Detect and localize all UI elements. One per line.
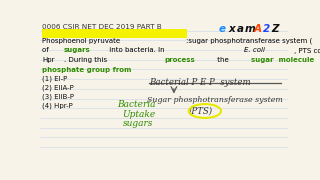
Text: Bacteria: Bacteria — [117, 100, 156, 109]
Text: :sugar phosphotransferase system (: :sugar phosphotransferase system ( — [186, 38, 313, 44]
Text: Bacterial P E P  system: Bacterial P E P system — [149, 78, 251, 87]
Text: 2: 2 — [263, 24, 270, 34]
Text: (1) EI-P: (1) EI-P — [43, 76, 68, 82]
Text: a: a — [236, 24, 244, 34]
Text: into bacteria. In: into bacteria. In — [107, 47, 167, 53]
Text: Z: Z — [271, 24, 279, 34]
Text: of: of — [43, 47, 52, 53]
Text: m: m — [245, 24, 256, 34]
Text: x: x — [228, 24, 235, 34]
Text: A: A — [253, 24, 261, 34]
Text: Sugar phosphotransferase system: Sugar phosphotransferase system — [147, 96, 283, 104]
Text: e: e — [219, 24, 226, 34]
Text: sugars: sugars — [123, 119, 154, 128]
Text: (3) EIIB-P: (3) EIIB-P — [43, 94, 75, 100]
FancyBboxPatch shape — [42, 29, 187, 38]
Text: Phosphoenol pyruvate: Phosphoenol pyruvate — [43, 38, 121, 44]
Text: . During this: . During this — [64, 57, 109, 63]
Text: Hpr: Hpr — [43, 57, 55, 63]
Text: (4) Hpr-P: (4) Hpr-P — [43, 103, 73, 109]
Text: Uptake: Uptake — [122, 110, 155, 119]
Text: the: the — [215, 57, 231, 63]
Text: (PTS): (PTS) — [189, 106, 213, 115]
Text: sugars: sugars — [64, 47, 91, 53]
Text: (2) EIIA-P: (2) EIIA-P — [43, 85, 74, 91]
Text: E. coli: E. coli — [244, 47, 265, 53]
Text: process: process — [165, 57, 196, 63]
Text: , PTS consists  of EI, EII (EIIA, EIIB, and EIIC) and: , PTS consists of EI, EII (EIIA, EIIB, a… — [294, 47, 320, 54]
Text: sugar  molecule: sugar molecule — [251, 57, 314, 63]
Text: 0006 CSIR NET DEC 2019 PART B: 0006 CSIR NET DEC 2019 PART B — [43, 24, 162, 30]
Text: phosphate group from: phosphate group from — [43, 67, 132, 73]
